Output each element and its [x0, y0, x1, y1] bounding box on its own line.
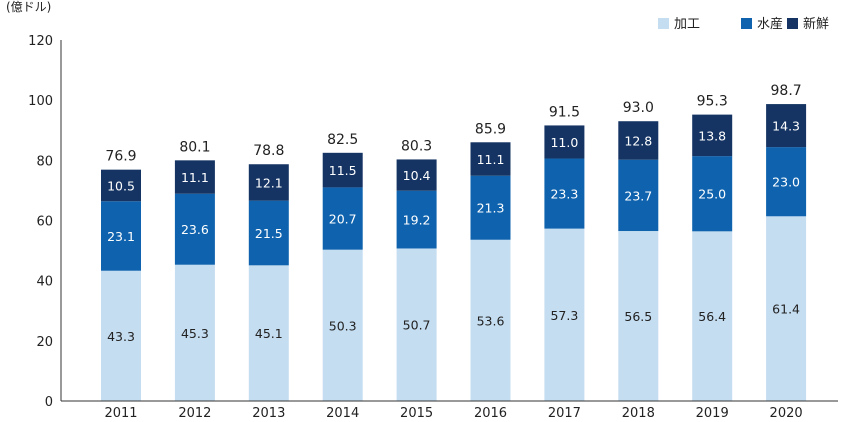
bar-segment-3 — [470, 142, 511, 176]
data-label: 21.3 — [477, 201, 505, 216]
legend-swatch — [787, 18, 798, 29]
x-tick-label: 2016 — [474, 406, 507, 421]
data-label: 11.1 — [477, 152, 505, 167]
bar-segment-3 — [174, 160, 215, 194]
bar-segment-1 — [618, 231, 659, 401]
data-label: 13.8 — [698, 128, 726, 143]
total-label: 80.3 — [401, 138, 432, 154]
total-label: 95.3 — [697, 94, 728, 110]
x-tick-label: 2017 — [548, 406, 581, 421]
data-label: 23.7 — [624, 188, 652, 203]
y-tick-label: 80 — [36, 154, 53, 169]
x-tick-label: 2019 — [696, 406, 729, 421]
bar-segment-1 — [766, 216, 807, 401]
bar-segment-3 — [692, 114, 733, 157]
bar-stacks: 43.3 23.1 10.5 76.9 45.3 23.6 11.1 80.1 45.1 21.5… — [101, 83, 807, 401]
y-tick-label: 100 — [28, 94, 53, 109]
bar-segment-2 — [470, 175, 511, 240]
bar-segment-1 — [322, 249, 363, 401]
bar-segment-1 — [470, 239, 511, 401]
total-label: 98.7 — [771, 83, 802, 99]
data-label: 45.3 — [181, 326, 209, 341]
bar-segment-2 — [766, 147, 807, 217]
data-label: 50.3 — [329, 318, 357, 333]
data-label: 57.3 — [550, 308, 578, 323]
data-label: 61.4 — [772, 302, 800, 317]
bar-segment-2 — [692, 156, 733, 232]
total-label: 76.9 — [105, 149, 136, 165]
x-tick-label: 2011 — [104, 406, 137, 421]
bar-segment-2 — [618, 159, 659, 232]
bar-segment-1 — [544, 228, 585, 401]
x-tick-label: 2020 — [770, 406, 803, 421]
legend: 加工 水産 新鮮 — [658, 16, 829, 32]
data-label: 23.0 — [772, 175, 800, 190]
data-label: 12.8 — [624, 133, 652, 148]
bar-segment-3 — [248, 164, 289, 201]
data-label: 45.1 — [255, 326, 283, 341]
bar-segment-2 — [544, 158, 585, 229]
bar-segment-2 — [174, 193, 215, 265]
bar-segment-3 — [618, 121, 659, 160]
data-label: 25.0 — [698, 187, 726, 202]
data-label: 23.3 — [550, 187, 578, 202]
bar-segment-1 — [248, 265, 289, 401]
bar-segment-1 — [692, 231, 733, 401]
bar-segment-3 — [101, 169, 141, 202]
bar-segment-1 — [396, 248, 437, 401]
bar-segment-1 — [101, 270, 141, 401]
bar-segment-2 — [322, 187, 363, 250]
legend-label: 新鮮 — [803, 16, 829, 32]
data-label: 11.0 — [550, 135, 578, 150]
y-tick-label: 20 — [36, 335, 53, 350]
y-tick-label: 60 — [36, 215, 53, 230]
data-label: 14.3 — [772, 119, 800, 134]
data-label: 43.3 — [107, 329, 135, 344]
x-tick-label: 2014 — [326, 406, 359, 421]
data-label: 23.6 — [181, 222, 209, 237]
data-label: 10.4 — [403, 168, 431, 183]
data-label: 56.4 — [698, 309, 726, 324]
data-label: 20.7 — [329, 212, 357, 227]
data-label: 10.5 — [107, 178, 135, 193]
legend-swatch — [741, 18, 752, 29]
y-axis-unit-label: (億ドル) — [6, 0, 51, 14]
bar-segment-2 — [101, 201, 141, 271]
data-label: 53.6 — [477, 313, 505, 328]
data-label: 11.5 — [329, 163, 357, 178]
x-tick-label: 2013 — [252, 406, 285, 421]
data-label: 12.1 — [255, 175, 283, 190]
total-label: 91.5 — [549, 104, 580, 120]
y-tick-label: 40 — [36, 275, 53, 290]
bar-segment-2 — [248, 200, 289, 266]
total-label: 80.1 — [179, 139, 210, 155]
data-label: 50.7 — [403, 318, 431, 333]
legend-label: 加工 — [674, 17, 700, 32]
legend-label: 水産 — [757, 16, 783, 32]
total-label: 82.5 — [327, 132, 358, 148]
bar-segment-3 — [396, 159, 437, 191]
data-label: 19.2 — [403, 213, 431, 228]
total-label: 78.8 — [253, 143, 284, 159]
data-label: 56.5 — [624, 309, 652, 324]
bar-segment-2 — [396, 190, 437, 249]
x-tick-label: 2012 — [178, 406, 211, 421]
x-tick-label: 2015 — [400, 406, 433, 421]
x-tick-label: 2018 — [622, 406, 655, 421]
bar-segment-1 — [174, 264, 215, 401]
bar-segment-3 — [322, 152, 363, 188]
y-tick-label: 0 — [45, 395, 53, 410]
total-label: 93.0 — [623, 100, 654, 116]
legend-swatch — [658, 18, 669, 29]
data-label: 11.1 — [181, 170, 209, 185]
data-label: 23.1 — [107, 229, 135, 244]
y-axis: 0 20 40 60 80 100 120 — [28, 34, 62, 410]
bar-segment-3 — [544, 125, 585, 159]
total-label: 85.9 — [475, 121, 506, 137]
y-tick-label: 120 — [28, 34, 53, 49]
bar-segment-3 — [766, 104, 807, 148]
x-axis: 2011 2012 2013 2014 2015 2016 2017 2018 2019 2020 — [61, 400, 838, 421]
data-label: 21.5 — [255, 226, 283, 241]
